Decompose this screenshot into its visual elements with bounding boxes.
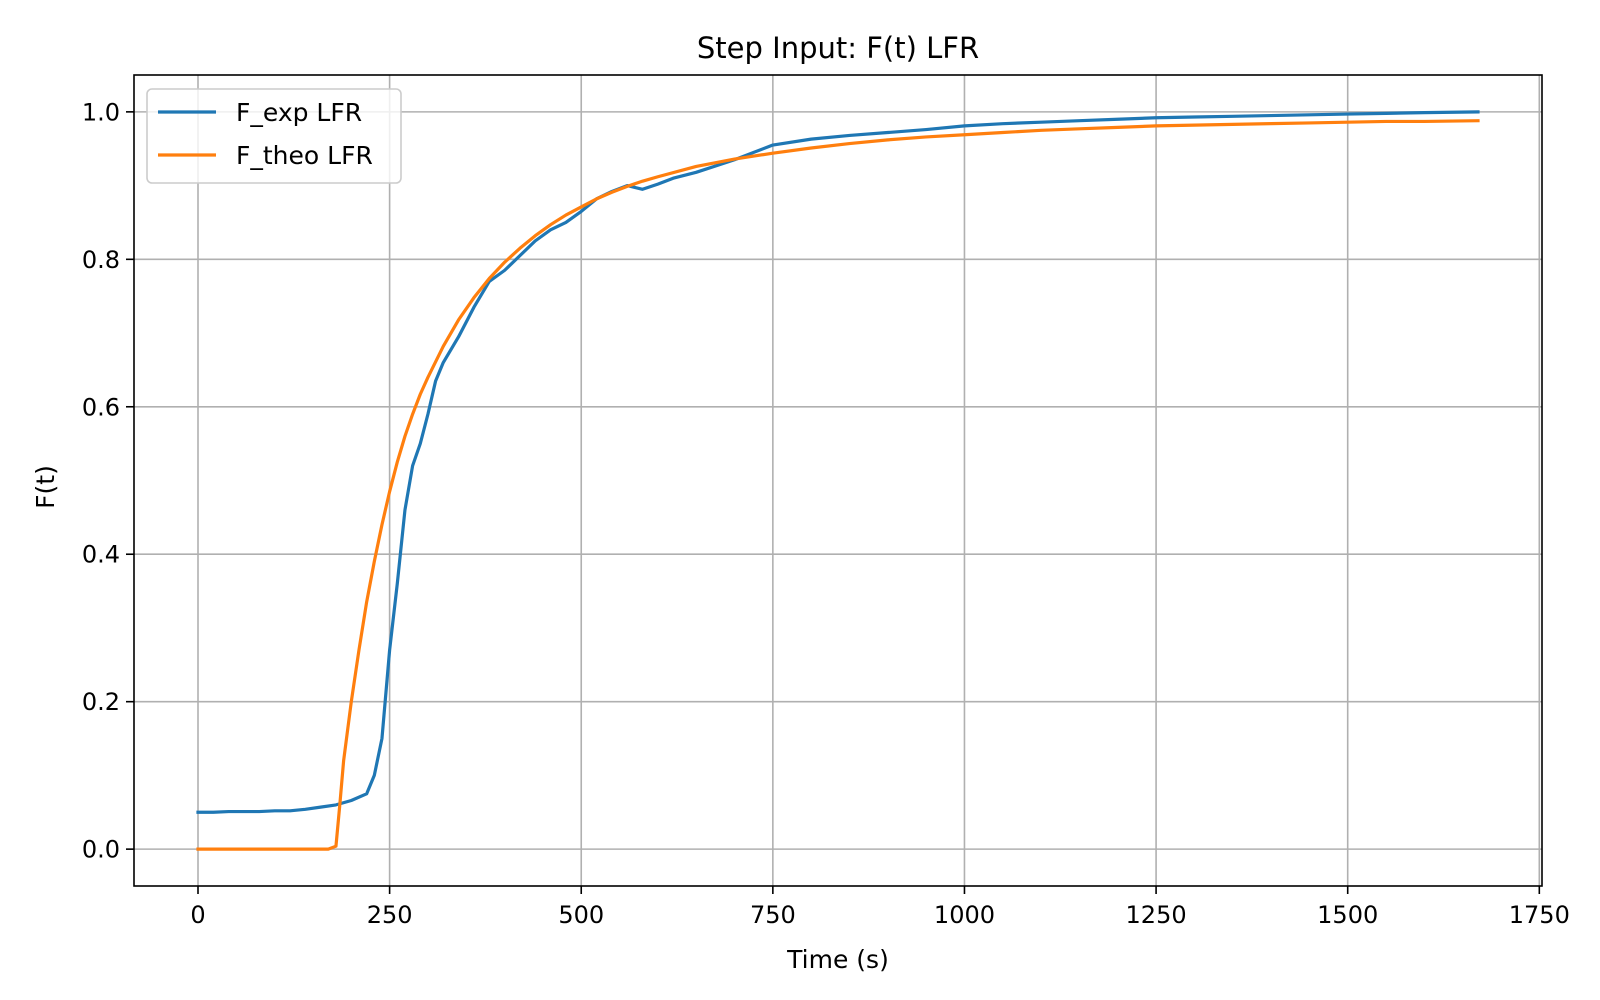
x-axis-label: Time (s) [786,945,889,974]
y-tick-label: 0.8 [82,246,120,274]
x-tick-label: 1000 [934,901,995,929]
legend: F_exp LFR F_theo LFR [146,88,402,184]
y-tick-label: 1.0 [82,98,120,126]
x-tick-label: 0 [190,901,205,929]
series-line-f-exp [196,110,1480,814]
x-tick-label: 250 [367,901,413,929]
y-tick-label: 0.6 [82,393,120,421]
chart-title: Step Input: F(t) LFR [697,31,979,65]
x-tick-label: 1750 [1509,901,1570,929]
x-tick-label: 1250 [1126,901,1187,929]
y-tick-label: 0.0 [82,836,120,864]
x-tick-label: 1500 [1317,901,1378,929]
x-tick-label: 500 [558,901,604,929]
axis-ticks: 0 250 500 750 1000 1250 1500 1750 0.0 0.2 0.4 0.6 0.… [82,98,1570,929]
series-line-f-theo [196,119,1480,851]
y-axis-label: F(t) [31,465,60,509]
legend-label: F_theo LFR [236,141,373,170]
series-layer [196,110,1480,851]
legend-label: F_exp LFR [236,98,362,127]
y-tick-label: 0.4 [82,541,120,569]
x-tick-label: 750 [750,901,796,929]
plot-frame [133,74,1543,887]
y-tick-label: 0.2 [82,688,120,716]
